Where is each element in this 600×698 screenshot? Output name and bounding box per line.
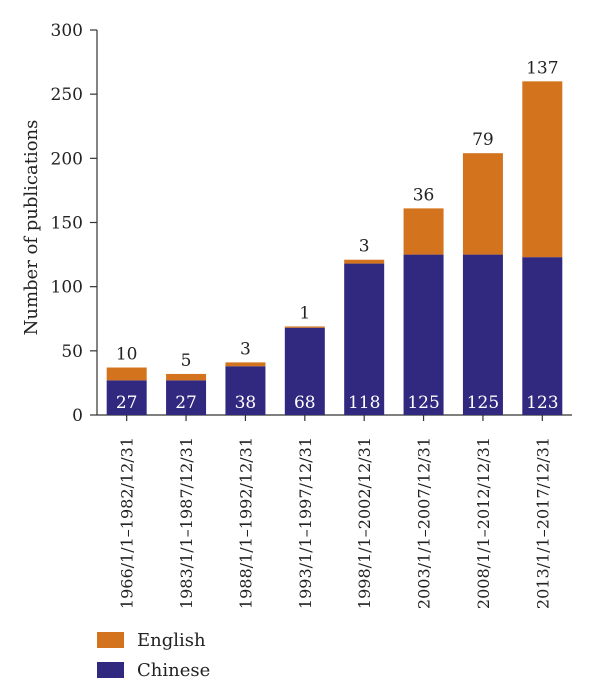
legend-label-chinese: Chinese: [137, 660, 210, 681]
data-label-english: 3: [240, 339, 251, 359]
y-tick-label: 100: [51, 278, 83, 298]
y-tick-label: 0: [72, 406, 83, 426]
data-label-chinese: 27: [175, 393, 197, 413]
data-label-chinese: 68: [294, 393, 316, 413]
y-axis-label: Number of publications: [21, 120, 42, 336]
x-tick-label: 1993/1/1–1997/12/31: [296, 437, 315, 609]
bar-english: [344, 259, 385, 264]
data-label-chinese: 123: [526, 393, 558, 413]
bar-chinese: [403, 254, 444, 415]
bar-english: [522, 81, 563, 258]
bars: [106, 81, 563, 415]
legend-label-english: English: [137, 630, 206, 651]
x-tick-label: 2003/1/1–2007/12/31: [415, 437, 434, 609]
data-label-chinese: 118: [348, 393, 380, 413]
bar-chinese: [462, 254, 503, 415]
data-label-chinese: 38: [235, 393, 257, 413]
bar-english: [403, 208, 444, 255]
legend-swatch-english: [97, 632, 124, 648]
bar-chinese: [344, 263, 385, 415]
y-tick-label: 200: [51, 149, 83, 169]
x-tick-label: 1988/1/1–1992/12/31: [236, 437, 255, 609]
data-label-english: 5: [181, 351, 192, 371]
data-label-chinese: 27: [116, 393, 138, 413]
data-label-english: 1: [299, 303, 310, 323]
legend: English Chinese: [97, 630, 210, 681]
legend-swatch-chinese: [97, 662, 124, 678]
data-label-english: 137: [526, 58, 558, 78]
x-tick-label: 1998/1/1–2002/12/31: [355, 437, 374, 609]
y-tick-label: 300: [51, 21, 83, 41]
bar-chinese: [166, 380, 207, 415]
axes: 0 50 100 150 200 250 300 Number of publications: [21, 21, 572, 426]
y-tick-label: 150: [51, 214, 83, 234]
bar-english: [166, 373, 207, 381]
data-label-chinese: 125: [467, 393, 499, 413]
data-label-english: 3: [359, 237, 370, 257]
x-tick-label: 2013/1/1–2017/12/31: [533, 437, 552, 609]
data-label-english: 79: [472, 130, 494, 150]
bar-chinese: [225, 366, 266, 415]
bar-chinese: [284, 327, 325, 415]
x-tick-label: 1983/1/1–1987/12/31: [177, 437, 196, 609]
y-tick-label: 250: [51, 85, 83, 105]
x-tick-label: 1966/1/1–1982/12/31: [118, 437, 137, 609]
bar-english: [225, 362, 266, 367]
y-tick-label: 50: [61, 342, 83, 362]
bar-english: [106, 367, 147, 381]
bar-chinese: [522, 257, 563, 415]
data-label-english: 10: [116, 345, 138, 365]
labels: 27 10 1966/1/1–1982/12/31 27 5 1983/1/1–1987/…: [116, 58, 559, 609]
bar-english: [284, 326, 325, 328]
data-label-chinese: 125: [407, 393, 439, 413]
x-tick-label: 2008/1/1–2012/12/31: [474, 437, 493, 609]
bar-chinese: [106, 380, 147, 415]
data-label-english: 36: [413, 185, 435, 205]
bar-english: [462, 153, 503, 255]
